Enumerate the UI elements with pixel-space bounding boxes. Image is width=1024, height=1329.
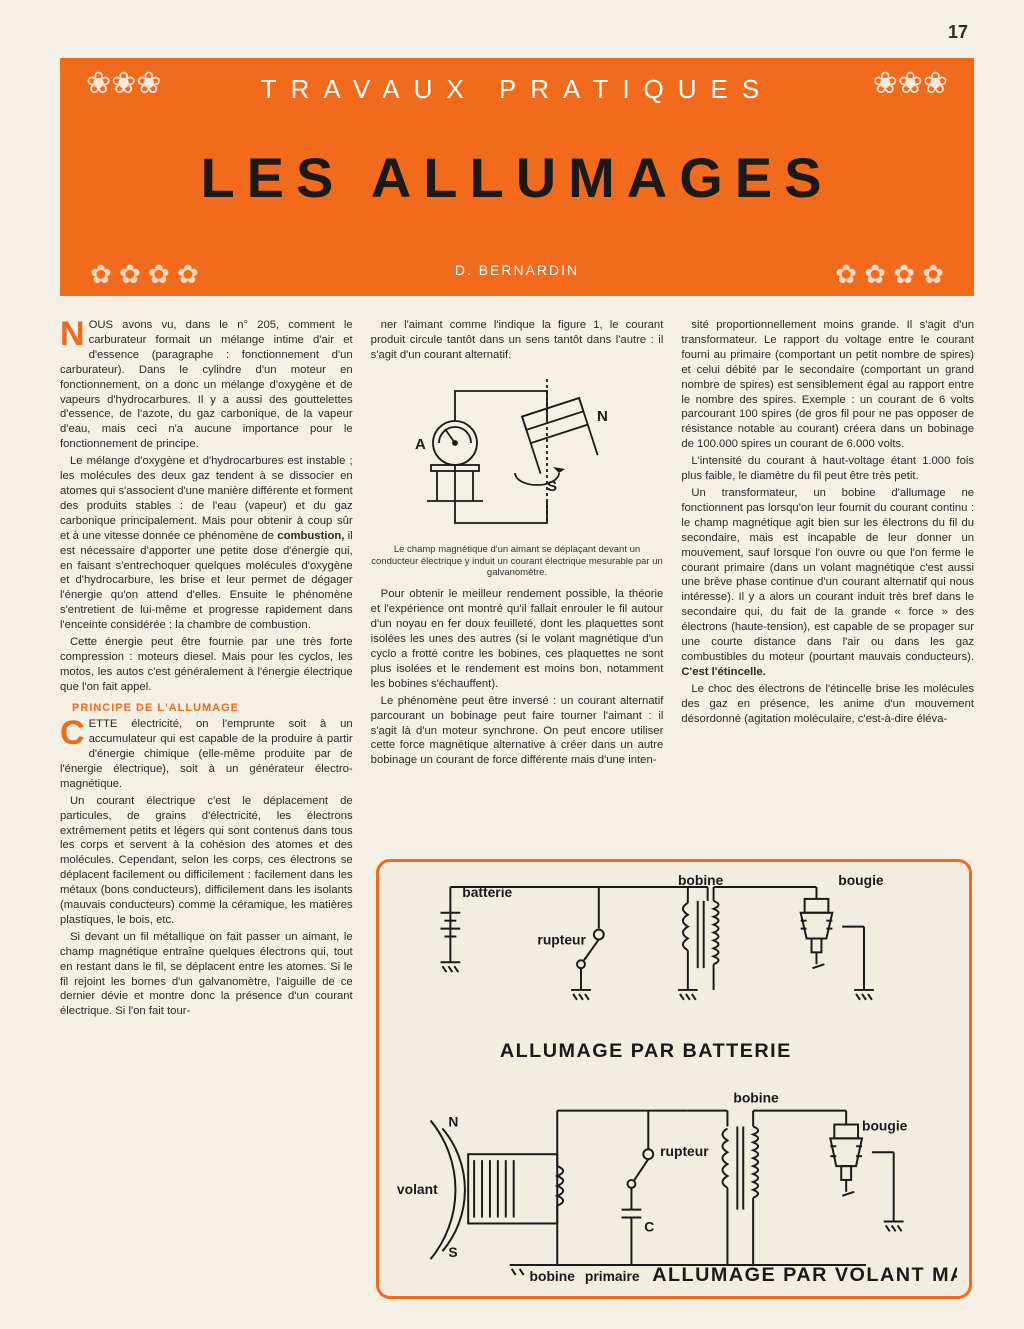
paragraph: sité proportionnellement moins grande. I… bbox=[681, 318, 974, 452]
dropcap: C bbox=[60, 719, 85, 748]
galvanometer-diagram: A N S bbox=[397, 373, 637, 538]
label-rupteur2: rupteur bbox=[660, 1143, 709, 1159]
figure-1: A N S Le champ magnétique d'un aimant se… bbox=[371, 373, 664, 580]
paragraph: Le phénomène peut être inversé : un cour… bbox=[371, 694, 664, 769]
paragraph: C ETTE électricité, on l'emprunte soit à… bbox=[60, 717, 353, 792]
dropcap: N bbox=[60, 320, 85, 349]
paragraph: Un transformateur, un bobine d'allumage … bbox=[681, 486, 974, 680]
paragraph: L'intensité du courant à haut-voltage ét… bbox=[681, 454, 974, 484]
bold-text: combustion, bbox=[277, 530, 344, 542]
paragraph: Le choc des électrons de l'étincelle bri… bbox=[681, 682, 974, 727]
label-batterie: batterie bbox=[462, 884, 512, 900]
ignition-schematic: batterie bobine bougie rupteur ALLUMAGE … bbox=[376, 859, 972, 1299]
paragraph: ner l'aimant comme l'indique la figure 1… bbox=[371, 318, 664, 363]
paragraph: Cette énergie peut être fournie par une … bbox=[60, 635, 353, 695]
label-bougie2: bougie bbox=[862, 1117, 908, 1133]
flourish-icon: ❀❀❀ bbox=[873, 66, 948, 101]
paragraph: Un courant électrique c'est le déplaceme… bbox=[60, 794, 353, 928]
section-subhead: PRINCIPE DE L'ALLUMAGE bbox=[72, 701, 353, 716]
paragraph: Si devant un fil métallique on fait pass… bbox=[60, 930, 353, 1019]
column-1: N OUS avons vu, dans le n° 205, comment … bbox=[60, 318, 353, 1021]
banner-category-row: ❀❀❀ TRAVAUX PRATIQUES ❀❀❀ bbox=[60, 58, 974, 117]
label-S: S bbox=[448, 1244, 457, 1260]
text: il est nécessaire d'apporter une petite … bbox=[60, 530, 353, 631]
label-N: N bbox=[448, 1113, 458, 1129]
diagram-title-2: ALLUMAGE PAR VOLANT MAGNETIQUE bbox=[652, 1264, 957, 1286]
label-C: C bbox=[644, 1218, 654, 1234]
label-S: S bbox=[547, 478, 557, 495]
diagram-title-1: ALLUMAGE PAR BATTERIE bbox=[500, 1040, 792, 1062]
label-bobine2: bobine bbox=[733, 1090, 779, 1106]
article-title: LES ALLUMAGES bbox=[60, 117, 974, 256]
bold-text: C'est l'étincelle. bbox=[681, 666, 765, 678]
label-rupteur: rupteur bbox=[537, 931, 586, 947]
author-name: D. BERNARDIN bbox=[455, 262, 579, 278]
leaf-icon: ✿ ✿ ✿ ✿ bbox=[90, 259, 199, 290]
label-bobine3: bobine bbox=[530, 1268, 576, 1284]
label-volant: volant bbox=[397, 1181, 438, 1197]
label-primaire: primaire bbox=[585, 1268, 640, 1284]
label-bougie: bougie bbox=[838, 872, 884, 888]
text: ETTE électricité, on l'emprunte soit à u… bbox=[60, 718, 353, 790]
page-number: 17 bbox=[948, 22, 968, 43]
leaf-icon: ✿ ✿ ✿ ✿ bbox=[835, 259, 944, 290]
figure-caption: Le champ magnétique d'un aimant se dépla… bbox=[371, 544, 664, 580]
text: OUS avons vu, dans le n° 205, comment le… bbox=[60, 319, 353, 450]
paragraph: Le mélange d'oxygène et d'hydrocarbures … bbox=[60, 454, 353, 633]
banner-author-row: ✿ ✿ ✿ ✿ D. BERNARDIN ✿ ✿ ✿ ✿ bbox=[60, 256, 974, 296]
label-bobine: bobine bbox=[678, 872, 724, 888]
title-banner: ❀❀❀ TRAVAUX PRATIQUES ❀❀❀ LES ALLUMAGES … bbox=[60, 58, 974, 296]
banner-category: TRAVAUX PRATIQUES bbox=[261, 74, 774, 104]
text: Un transformateur, un bobine d'allumage … bbox=[681, 487, 974, 663]
label-N: N bbox=[597, 408, 608, 425]
label-A: A bbox=[415, 436, 426, 453]
paragraph: Pour obtenir le meilleur rendement possi… bbox=[371, 587, 664, 691]
flourish-icon: ❀❀❀ bbox=[86, 66, 161, 101]
paragraph: N OUS avons vu, dans le n° 205, comment … bbox=[60, 318, 353, 452]
